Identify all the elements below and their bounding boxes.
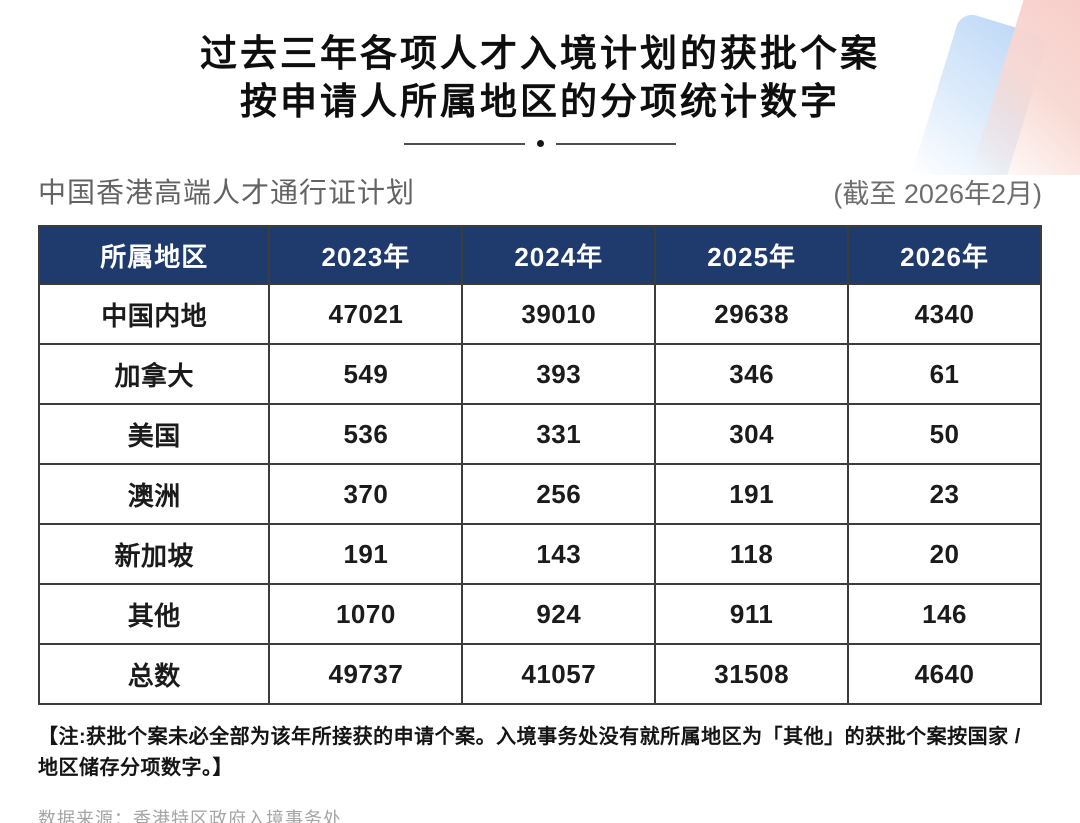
column-header: 所属地区 <box>37 225 271 286</box>
value-cell: 370 <box>268 463 464 526</box>
value-cell: 118 <box>654 523 850 586</box>
data-source: 数据来源：香港特区政府入境事务处 <box>38 809 342 823</box>
region-cell: 加拿大 <box>37 343 271 406</box>
value-cell: 4640 <box>847 643 1042 706</box>
divider-dot <box>536 140 544 148</box>
value-cell: 143 <box>461 523 657 586</box>
region-cell: 总数 <box>37 643 271 706</box>
value-cell: 304 <box>654 403 850 466</box>
region-cell: 中国内地 <box>37 283 271 346</box>
value-cell: 191 <box>268 523 464 586</box>
value-cell: 393 <box>461 343 657 406</box>
value-cell: 47021 <box>268 283 464 346</box>
value-cell: 29638 <box>654 283 850 346</box>
table-row: 其他 1070 924 911 146 <box>37 583 1042 646</box>
value-cell: 31508 <box>654 643 850 706</box>
page-title-line1: 过去三年各项人才入境计划的获批个案 <box>200 33 880 74</box>
value-cell: 191 <box>654 463 850 526</box>
page-title: 过去三年各项人才入境计划的获批个案 按申请人所属地区的分项统计数字 <box>38 30 1042 126</box>
value-cell: 911 <box>654 583 850 646</box>
region-cell: 美国 <box>37 403 271 466</box>
value-cell: 146 <box>847 583 1042 646</box>
footnote: 【注:获批个案未必全部为该年所接获的申请个案。入境事务处没有就所属地区为「其他」… <box>38 726 1021 780</box>
value-cell: 549 <box>268 343 464 406</box>
value-cell: 41057 <box>461 643 657 706</box>
table-row: 新加坡 191 143 118 20 <box>37 523 1042 586</box>
region-cell: 其他 <box>37 583 271 646</box>
value-cell: 331 <box>461 403 657 466</box>
value-cell: 4340 <box>847 283 1042 346</box>
region-cell: 澳洲 <box>37 463 271 526</box>
column-header: 2023年 <box>268 225 464 286</box>
title-divider <box>404 140 676 148</box>
table-row: 澳洲 370 256 191 23 <box>37 463 1042 526</box>
page-title-line2: 按申请人所属地区的分项统计数字 <box>240 81 840 123</box>
column-header: 2024年 <box>461 225 657 286</box>
value-cell: 23 <box>847 463 1042 526</box>
scheme-name: 中国香港高端人才通行证计划 <box>38 177 416 209</box>
value-cell: 61 <box>847 343 1042 406</box>
value-cell: 49737 <box>268 643 464 706</box>
subtitle-row: 中国香港高端人才通行证计划 (截至 2026年2月) <box>38 171 1042 211</box>
table-row: 加拿大 549 393 346 61 <box>37 343 1042 406</box>
value-cell: 50 <box>847 403 1042 466</box>
column-header: 2026年 <box>847 225 1042 286</box>
table-body: 中国内地 47021 39010 29638 4340 加拿大 549 393 346 61 美国 5… <box>37 283 1042 706</box>
table-header-row: 所属地区 2023年 2024年 2025年 2026年 <box>37 225 1042 286</box>
value-cell: 536 <box>268 403 464 466</box>
value-cell: 39010 <box>461 283 657 346</box>
table-row: 总数 49737 41057 31508 4640 <box>37 643 1042 706</box>
value-cell: 20 <box>847 523 1042 586</box>
table-row: 美国 536 331 304 50 <box>37 403 1042 466</box>
column-header: 2025年 <box>654 225 850 286</box>
divider-line-left <box>404 142 525 145</box>
region-cell: 新加坡 <box>37 523 271 586</box>
table-row: 中国内地 47021 39010 29638 4340 <box>37 283 1042 346</box>
value-cell: 924 <box>461 583 657 646</box>
table-head: 所属地区 2023年 2024年 2025年 2026年 <box>37 225 1042 286</box>
statistics-table: 所属地区 2023年 2024年 2025年 2026年 中国内地 47021 39010 2… <box>37 225 1042 706</box>
value-cell: 256 <box>461 463 657 526</box>
as-of-date: (截至 2026年2月) <box>833 179 1042 210</box>
value-cell: 1070 <box>268 583 464 646</box>
divider-line-right <box>555 142 676 145</box>
value-cell: 346 <box>654 343 850 406</box>
